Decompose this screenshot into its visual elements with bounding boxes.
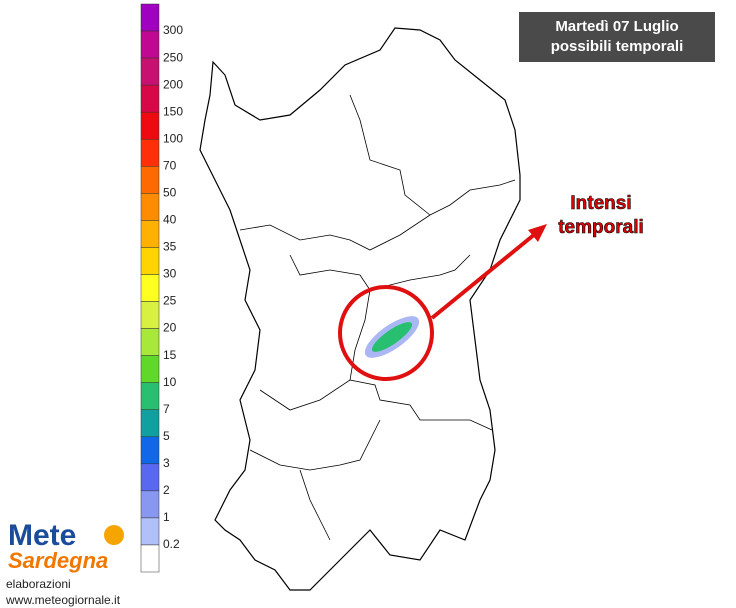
legend-label: 15 (163, 348, 177, 362)
legend-swatch (140, 490, 160, 519)
legend-label: 40 (163, 213, 177, 227)
legend-label: 7 (163, 402, 170, 416)
legend-label: 25 (163, 294, 177, 308)
legend-swatch (140, 544, 160, 573)
logo-brand: Sardegna (8, 548, 108, 573)
legend-label: 50 (163, 186, 177, 200)
legend-label: 1 (163, 510, 170, 524)
storm-cells (364, 316, 420, 358)
color-legend: 300 250 200 150 100 70 50 40 35 30 25 20 15 10 7 5 3 2 1 0.… (140, 3, 183, 573)
legend-swatch (140, 436, 160, 465)
title-box (519, 12, 715, 62)
legend-swatch (140, 247, 160, 275)
legend-swatch (140, 138, 160, 167)
legend-label: 150 (163, 104, 183, 118)
legend-label: 200 (163, 77, 183, 91)
legend-label: 2 (163, 483, 170, 497)
legend-swatch (140, 220, 160, 248)
rain-core (371, 322, 413, 352)
legend-swatch (140, 111, 160, 140)
legend-swatch (140, 517, 160, 546)
credit: elaborazioni (6, 577, 71, 591)
legend-swatch (140, 355, 160, 383)
legend-label: 100 (163, 131, 183, 145)
island (199, 27, 521, 591)
highlight-circle (338, 285, 434, 381)
legend-label: 35 (163, 240, 177, 254)
legend-label: 300 (163, 23, 183, 37)
legend-swatch (140, 463, 160, 492)
legend-swatch (140, 382, 160, 410)
legend-swatch (140, 409, 160, 438)
title-line: possibili temporali (551, 38, 684, 55)
legend-label: 5 (163, 429, 170, 443)
legend-swatch (140, 57, 160, 86)
legend-label: 70 (163, 158, 177, 172)
legend-label: 10 (163, 375, 177, 389)
province-border (239, 94, 516, 541)
legend-swatch (140, 193, 160, 221)
title-line: Martedì 07 Luglio (555, 18, 678, 35)
arrow-shaft (430, 232, 537, 320)
legend-swatch (140, 84, 160, 113)
annotation-line: temporali (558, 217, 644, 238)
arrow-head (528, 224, 547, 242)
legend-swatch (140, 30, 160, 59)
logo-brand: Mete (8, 519, 76, 552)
legend-swatch (140, 328, 160, 356)
coastline (199, 27, 521, 591)
legend-label: 3 (163, 456, 170, 470)
legend-label: 20 (163, 321, 177, 335)
legend-swatch (140, 3, 160, 32)
annotation: Intensi temporali (558, 193, 644, 239)
legend-label: 30 (163, 267, 177, 281)
legend-label: 0.2 (163, 537, 180, 551)
legend-swatch (140, 274, 160, 302)
logo: Mete Sardegna (8, 519, 124, 573)
logo-sun (104, 525, 124, 545)
legend-swatch (140, 166, 160, 194)
legend-swatch (140, 301, 160, 329)
legend-label: 250 (163, 50, 183, 64)
url: www.meteogiornale.it (5, 593, 121, 607)
annotation-line: Intensi (570, 193, 631, 214)
